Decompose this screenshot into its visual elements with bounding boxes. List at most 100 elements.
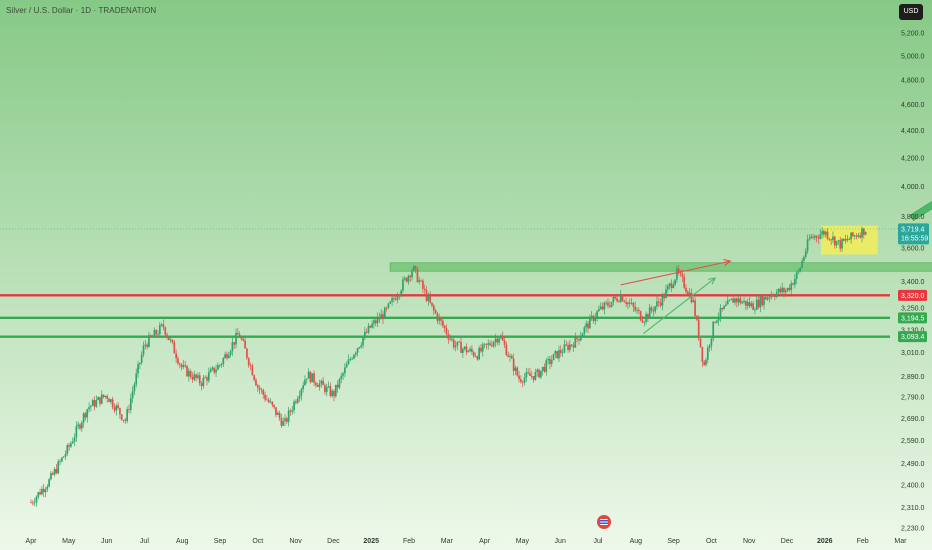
candle-body [157, 334, 159, 335]
candle [122, 419, 125, 424]
candle [828, 237, 831, 242]
candle-body [578, 339, 580, 341]
candle-body [705, 359, 707, 365]
y-tick-label: 5,200.0 [901, 31, 924, 38]
candle-body [510, 355, 513, 359]
candle-body [558, 349, 560, 359]
price-badge: 3,093.4 [898, 331, 927, 343]
candle [574, 332, 577, 348]
candle [552, 353, 555, 361]
candle-body [316, 385, 319, 387]
candle-body [850, 232, 852, 240]
candle-body [93, 400, 96, 407]
candle [547, 356, 549, 365]
candle [768, 296, 771, 303]
candle-body [777, 288, 780, 293]
candle [62, 456, 65, 458]
candle [692, 297, 695, 303]
candle-body [755, 299, 758, 310]
candle-body [772, 294, 774, 297]
candle-body [670, 283, 673, 288]
candle [752, 300, 754, 311]
y-tick-label: 3,010.0 [901, 350, 924, 357]
candle-body [596, 311, 598, 318]
candle [416, 266, 419, 283]
candle [634, 301, 637, 313]
candle [271, 401, 274, 408]
candle-body [757, 299, 760, 308]
candle [621, 294, 624, 302]
candle [157, 330, 159, 336]
candle-body [554, 351, 557, 354]
candle-body [365, 331, 368, 333]
candle-body [585, 323, 588, 328]
candle [99, 396, 101, 407]
candle-body [120, 414, 123, 420]
candle [256, 383, 259, 392]
candle-body [128, 409, 130, 411]
candle-body [362, 338, 364, 346]
candle [358, 346, 361, 349]
candle [494, 334, 497, 348]
candle [129, 393, 132, 414]
candle [774, 293, 776, 301]
candle-body [452, 339, 455, 348]
candle [487, 339, 490, 350]
candle [57, 458, 60, 475]
candle [438, 313, 441, 325]
candle-body [226, 354, 228, 359]
candle [567, 341, 569, 353]
candle-body [507, 355, 510, 357]
candle-body [813, 235, 816, 238]
candle-body [471, 348, 473, 352]
candle [496, 336, 499, 346]
candle-body [616, 298, 618, 302]
candle-body [759, 296, 762, 308]
candle [460, 337, 462, 353]
candle-body [269, 401, 272, 403]
candle [601, 302, 604, 311]
x-tick-label: Sep [214, 538, 227, 545]
candle [652, 306, 655, 317]
candle-body [701, 346, 704, 362]
candle-body [833, 236, 836, 246]
candle-body [627, 302, 629, 305]
currency-button[interactable]: USD [899, 4, 923, 20]
candle-body [53, 469, 56, 475]
candle [82, 412, 85, 428]
y-tick-label: 4,200.0 [901, 155, 924, 162]
candle-body [407, 275, 410, 282]
candle [55, 464, 58, 475]
candle [612, 293, 615, 306]
candle [298, 390, 301, 403]
candle [146, 342, 148, 350]
candle-body [389, 301, 392, 304]
candle [648, 303, 651, 318]
candle [255, 378, 257, 386]
candle-body [721, 307, 724, 310]
candle-body [541, 366, 544, 371]
candle [269, 398, 272, 404]
candle [730, 298, 733, 301]
candle [311, 373, 314, 383]
candle [550, 355, 553, 368]
us-flag-event-icon[interactable] [597, 515, 611, 529]
candle-body [801, 260, 803, 268]
candle-body [247, 358, 250, 366]
candle [456, 341, 459, 351]
candle-body [385, 307, 388, 309]
candle [394, 295, 397, 301]
candle [657, 297, 660, 307]
candle-body [246, 348, 248, 359]
candle-body [148, 335, 150, 347]
candle-body [189, 370, 192, 378]
candle [109, 398, 112, 405]
candle [491, 340, 493, 348]
candle-body [115, 405, 118, 411]
candle-body [746, 302, 749, 306]
candle [677, 265, 680, 276]
candle-body [792, 283, 794, 285]
candle [242, 335, 245, 342]
candle [844, 234, 847, 244]
